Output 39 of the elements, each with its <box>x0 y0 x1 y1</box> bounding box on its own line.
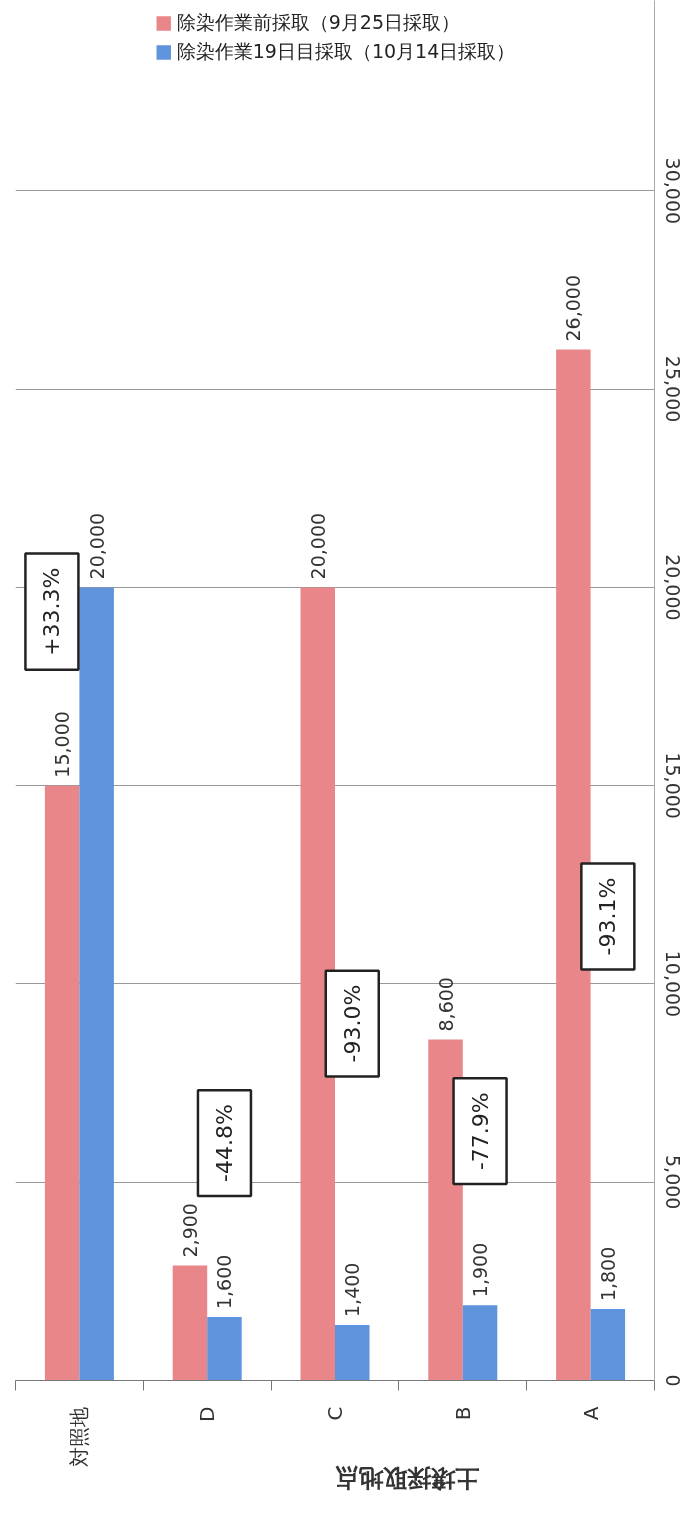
legend-label: 除染作業前採取（9月25日採取） <box>176 10 460 35</box>
x-tick-label: C <box>323 1406 347 1421</box>
y-tick-label: 15,000 <box>661 752 684 819</box>
bar <box>44 785 80 1381</box>
x-tick-label: 対照地 <box>67 1406 92 1467</box>
y-tick-label: 10,000 <box>661 950 684 1018</box>
data-label: 26,000 <box>562 274 585 342</box>
legend-label: 除染作業19日目採取（10月14日採取） <box>176 39 516 64</box>
x-axis-title: 土壌採取地点 <box>335 1463 480 1492</box>
data-label: 8,600 <box>434 977 457 1032</box>
y-tick-label: 20,000 <box>661 554 684 621</box>
bar <box>300 587 335 1381</box>
bar <box>79 587 114 1381</box>
annotation: -77.9% <box>467 1092 493 1171</box>
bar <box>556 349 591 1381</box>
y-tick-label: 30,000 <box>661 157 684 225</box>
x-tick-label: D <box>195 1406 220 1422</box>
bar <box>207 1317 242 1381</box>
annotation: -93.1% <box>595 877 621 956</box>
x-tick-label: B <box>450 1406 475 1421</box>
data-label: 1,600 <box>213 1254 236 1310</box>
data-label: 15,000 <box>51 711 74 778</box>
data-label: 2,900 <box>178 1203 201 1258</box>
annotation: -44.8% <box>211 1104 237 1182</box>
y-tick-label: 0 <box>661 1374 684 1387</box>
bar <box>590 1309 626 1381</box>
data-label: 1,800 <box>596 1246 619 1302</box>
data-label: 1,900 <box>469 1242 492 1298</box>
data-label: 20,000 <box>306 512 329 580</box>
annotation: +33.3% <box>39 567 65 656</box>
data-label: 20,000 <box>85 512 108 580</box>
bar <box>462 1305 498 1381</box>
annotation: -93.0% <box>339 984 365 1063</box>
x-tick-label: A <box>578 1406 603 1421</box>
bar <box>172 1265 208 1381</box>
y-tick-label: 5,000 <box>661 1155 684 1210</box>
bar <box>335 1324 370 1381</box>
y-tick-label: 25,000 <box>661 355 684 423</box>
data-label: 1,400 <box>341 1262 364 1317</box>
